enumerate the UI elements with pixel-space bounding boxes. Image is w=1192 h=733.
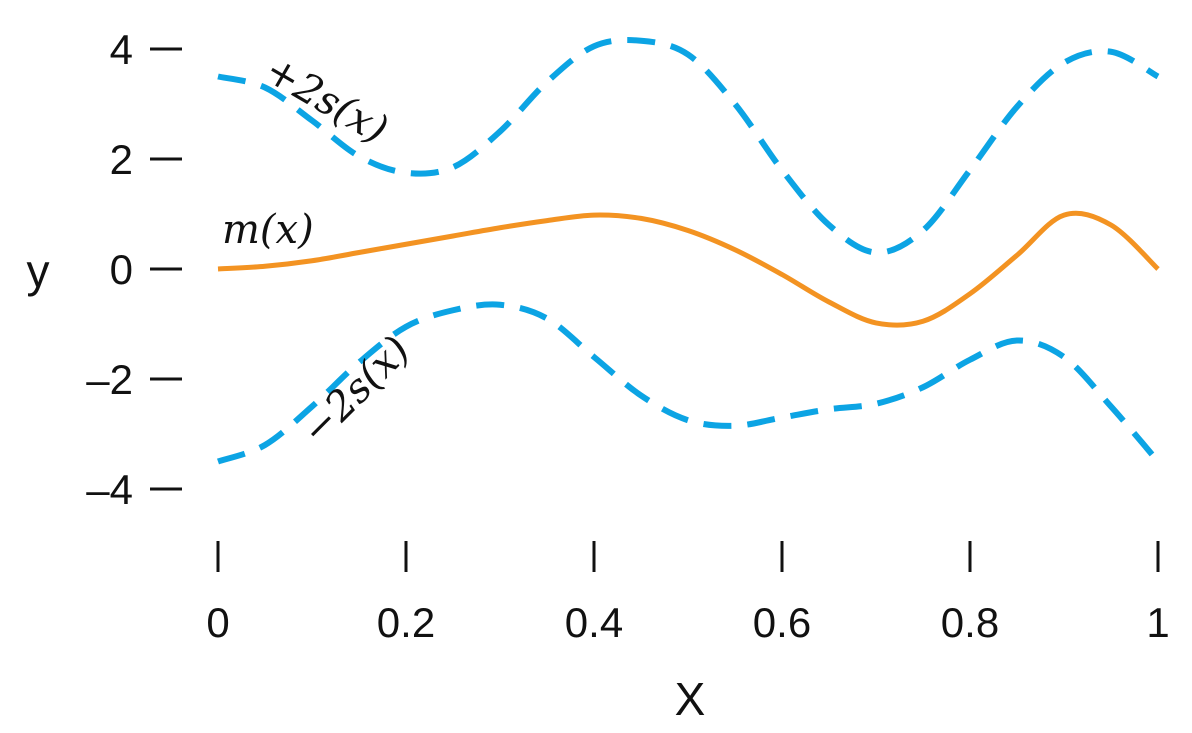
- y-tick-label: 2: [110, 136, 133, 183]
- x-tick-label: 0.6: [753, 599, 811, 646]
- lower-bound-line: [217, 301, 1161, 465]
- x-tick-label: 0: [206, 599, 229, 646]
- series-layer: [217, 37, 1161, 465]
- mean-line: [217, 210, 1160, 328]
- mean-annotation: m(x): [222, 207, 314, 253]
- y-tick-label: 4: [110, 26, 133, 73]
- upper-bound-annotation: +2s(x): [257, 47, 395, 153]
- y-tick-label: 0: [110, 246, 133, 293]
- y-axis: 4 2 0 –2 –4: [86, 26, 182, 513]
- lower-bound-annotation: −2s(x): [293, 327, 420, 454]
- y-axis-label: y: [27, 245, 50, 297]
- x-axis-label: X: [675, 673, 706, 725]
- y-tick-label: –2: [86, 356, 133, 403]
- y-tick-label: –4: [86, 466, 133, 513]
- x-tick-label: 1: [1146, 599, 1169, 646]
- x-tick-label: 0.2: [377, 599, 435, 646]
- x-tick-label: 0.4: [565, 599, 623, 646]
- x-axis: 0 0.2 0.4 0.6 0.8 1: [206, 541, 1170, 646]
- upper-bound-line: [217, 37, 1160, 256]
- x-tick-label: 0.8: [941, 599, 999, 646]
- annotation-layer: m(x) +2s(x) −2s(x): [222, 47, 419, 454]
